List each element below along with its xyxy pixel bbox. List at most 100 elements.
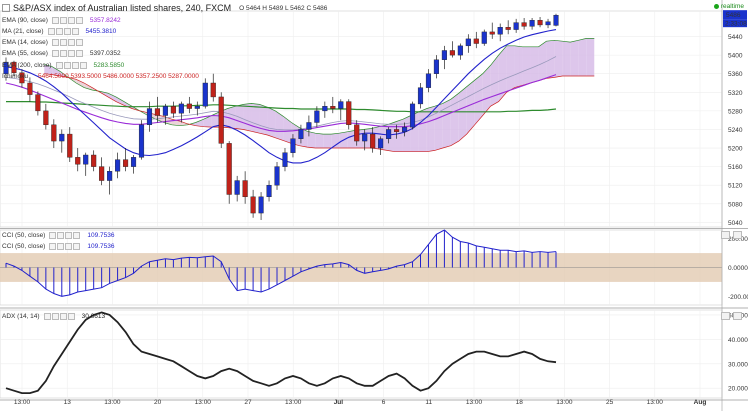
- legend-control-icon[interactable]: [57, 243, 65, 250]
- candlestick[interactable]: [370, 127, 376, 153]
- candlestick[interactable]: [11, 60, 17, 77]
- pane-maximize-button[interactable]: [721, 312, 730, 320]
- candlestick[interactable]: [553, 13, 559, 27]
- legend-control-icon[interactable]: [51, 313, 59, 320]
- legend-row[interactable]: EMA (90, close) 5357.8242: [2, 16, 121, 25]
- legend-row[interactable]: MA (21, close) 5455.3810: [2, 27, 116, 36]
- candlestick[interactable]: [218, 92, 224, 149]
- candlestick[interactable]: [91, 150, 97, 172]
- candlestick[interactable]: [338, 99, 344, 121]
- candlestick[interactable]: [346, 99, 352, 130]
- legend-row[interactable]: ADX (14, 14) 30.6613: [2, 312, 105, 321]
- candlestick[interactable]: [250, 189, 256, 218]
- legend-row[interactable]: CCI (50, close) 109.7536: [2, 242, 114, 251]
- price-pane[interactable]: [3, 13, 595, 221]
- legend-control-icon[interactable]: [67, 39, 75, 46]
- legend-control-icon[interactable]: [67, 313, 75, 320]
- candlestick[interactable]: [394, 124, 400, 139]
- candlestick[interactable]: [497, 23, 503, 42]
- legend-control-icon[interactable]: [79, 62, 87, 69]
- cci-pane[interactable]: [0, 229, 722, 297]
- legend-control-icon[interactable]: [51, 39, 59, 46]
- candlestick[interactable]: [186, 96, 192, 114]
- candlestick[interactable]: [226, 141, 232, 204]
- candlestick[interactable]: [449, 41, 455, 58]
- candlestick[interactable]: [99, 157, 105, 186]
- candlestick[interactable]: [170, 101, 176, 118]
- pane-close-button[interactable]: [733, 312, 742, 320]
- candlestick[interactable]: [322, 101, 328, 118]
- legend-control-icon[interactable]: [73, 243, 81, 250]
- candlestick[interactable]: [107, 166, 113, 195]
- candlestick[interactable]: [457, 43, 463, 60]
- legend-row[interactable]: CCI (50, close) 109.7536: [2, 231, 114, 240]
- legend-row[interactable]: EMA (200, close) 5283.5850: [2, 61, 124, 70]
- candlestick[interactable]: [417, 83, 424, 109]
- candlestick[interactable]: [537, 17, 543, 28]
- candlestick[interactable]: [521, 17, 527, 30]
- candlestick[interactable]: [123, 148, 129, 172]
- candlestick[interactable]: [258, 192, 264, 221]
- legend-control-icon[interactable]: [59, 50, 67, 57]
- legend-control-icon[interactable]: [63, 28, 71, 35]
- candlestick[interactable]: [35, 91, 41, 116]
- candlestick[interactable]: [362, 129, 368, 151]
- legend-control-icon[interactable]: [67, 17, 75, 24]
- candlestick[interactable]: [51, 119, 57, 149]
- candlestick[interactable]: [75, 148, 81, 172]
- candlestick[interactable]: [282, 148, 288, 172]
- candlestick[interactable]: [59, 129, 65, 153]
- candlestick[interactable]: [465, 34, 471, 53]
- legend-control-icon[interactable]: [55, 62, 63, 69]
- candlestick[interactable]: [409, 101, 416, 130]
- legend-control-icon[interactable]: [71, 62, 79, 69]
- legend-control-icon[interactable]: [65, 232, 73, 239]
- legend-row[interactable]: Ichimoku 5464.5000 5393.5000 5486.0000 53…: [2, 72, 199, 81]
- candlestick[interactable]: [19, 69, 25, 88]
- candlestick[interactable]: [162, 103, 168, 125]
- candlestick[interactable]: [130, 155, 137, 174]
- legend-control-icon[interactable]: [51, 17, 59, 24]
- candlestick[interactable]: [266, 180, 272, 202]
- legend-control-icon[interactable]: [43, 313, 51, 320]
- legend-control-icon[interactable]: [57, 232, 65, 239]
- candlestick[interactable]: [401, 122, 408, 137]
- legend-control-icon[interactable]: [51, 50, 59, 57]
- candlestick[interactable]: [43, 103, 49, 130]
- legend-control-icon[interactable]: [65, 243, 73, 250]
- candlestick[interactable]: [441, 45, 447, 70]
- candlestick[interactable]: [386, 127, 392, 144]
- candlestick[interactable]: [489, 22, 495, 39]
- candlestick[interactable]: [505, 20, 511, 35]
- candlestick[interactable]: [67, 127, 73, 162]
- candlestick[interactable]: [433, 55, 439, 79]
- candlestick[interactable]: [178, 101, 184, 123]
- candlestick[interactable]: [202, 78, 208, 109]
- legend-control-icon[interactable]: [55, 28, 63, 35]
- candlestick[interactable]: [545, 18, 551, 29]
- candlestick[interactable]: [3, 57, 9, 81]
- legend-control-icon[interactable]: [71, 28, 79, 35]
- legend-control-icon[interactable]: [59, 39, 67, 46]
- legend-control-icon[interactable]: [63, 62, 71, 69]
- candlestick[interactable]: [513, 18, 519, 33]
- legend-control-icon[interactable]: [59, 313, 67, 320]
- legend-control-icon[interactable]: [47, 28, 55, 35]
- candlestick[interactable]: [473, 31, 479, 49]
- candlestick[interactable]: [330, 96, 336, 114]
- legend-control-icon[interactable]: [49, 243, 57, 250]
- legend-control-icon[interactable]: [59, 17, 67, 24]
- candlestick[interactable]: [529, 17, 535, 30]
- candlestick[interactable]: [378, 136, 384, 155]
- candlestick[interactable]: [115, 152, 121, 179]
- legend-control-icon[interactable]: [75, 50, 83, 57]
- candlestick[interactable]: [27, 77, 33, 102]
- legend-control-icon[interactable]: [75, 17, 83, 24]
- candlestick[interactable]: [146, 101, 153, 132]
- candlestick[interactable]: [210, 73, 216, 102]
- candlestick[interactable]: [306, 115, 312, 137]
- legend-control-icon[interactable]: [49, 232, 57, 239]
- adx-pane[interactable]: [5, 311, 557, 394]
- pane-maximize-button[interactable]: [721, 231, 730, 239]
- legend-control-icon[interactable]: [67, 50, 75, 57]
